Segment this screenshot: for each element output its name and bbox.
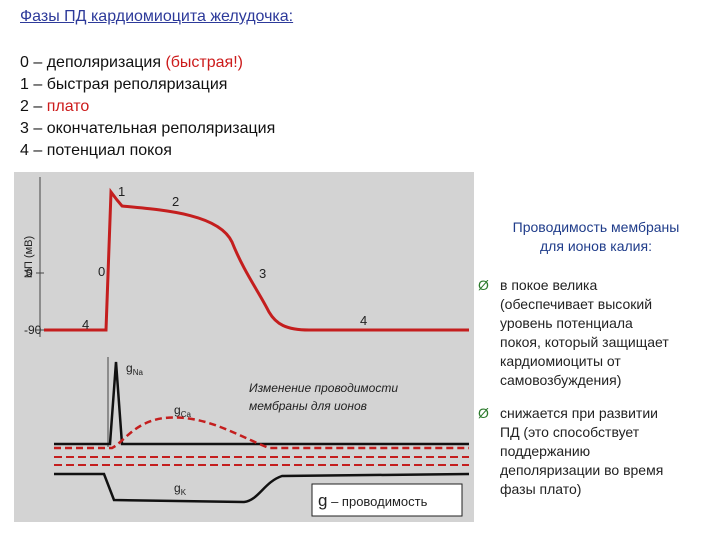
g-k-curve [54,472,470,504]
phase-label-2: 2 [172,194,179,209]
phase-item-4: 4 – потенциал покоя [20,142,172,159]
g-ca-label: gCa [174,403,191,419]
phase-item-1: 1 – быстрая реполяризация [20,76,228,93]
bullet-ap: Ø снижается при развитии ПД (это способс… [478,405,664,497]
phase-item-2: 2 – плато [20,98,90,115]
slide-title: Фазы ПД кардиомиоцита желудочка: [20,8,294,25]
g-k-label: gK [174,481,187,497]
phase-label-0: 0 [98,264,105,279]
phase-label-1: 1 [118,184,125,199]
arrow-bullet-icon: Ø [478,277,489,293]
phase-label-3: 3 [259,266,266,281]
phase-list: 0 – деполяризация (быстрая!) 1 – быстрая… [20,52,275,162]
conductance-note-line2: мембраны для ионов [249,399,367,413]
potassium-panel: Проводимость мембраны для ионов калия: Ø… [478,218,714,499]
conductance-note-line1: Изменение проводимости [249,381,398,395]
g-na-curve [54,361,469,446]
potassium-bullets: Ø в покое велика (обеспечивает высокий у… [478,276,714,499]
g-ca-curve [54,416,469,450]
action-potential-figure: МП (мВ) 0 -90 1 2 0 3 4 4 gNa gCa gK Изм… [14,172,474,522]
tick-zero: 0 [26,266,33,280]
phase-label-4-left: 4 [82,317,89,332]
potassium-heading: Проводимость мембраны для ионов калия: [512,219,680,254]
phase-item-0: 0 – деполяризация (быстрая!) [20,54,243,71]
phase-item-3: 3 – окончательная реполяризация [20,120,276,137]
plot-background [14,172,474,522]
arrow-bullet-icon: Ø [478,405,489,421]
tick-minus-90: -90 [24,323,42,337]
action-potential-curve [44,187,469,332]
y-axis-label: МП (мВ) [23,236,35,278]
bullet-rest: Ø в покое велика (обеспечивает высокий у… [478,277,669,388]
legend-text: g – проводимость [318,491,428,510]
legend-box [311,483,463,517]
phase-label-4-right: 4 [360,313,367,328]
g-na-label: gNa [126,361,143,377]
